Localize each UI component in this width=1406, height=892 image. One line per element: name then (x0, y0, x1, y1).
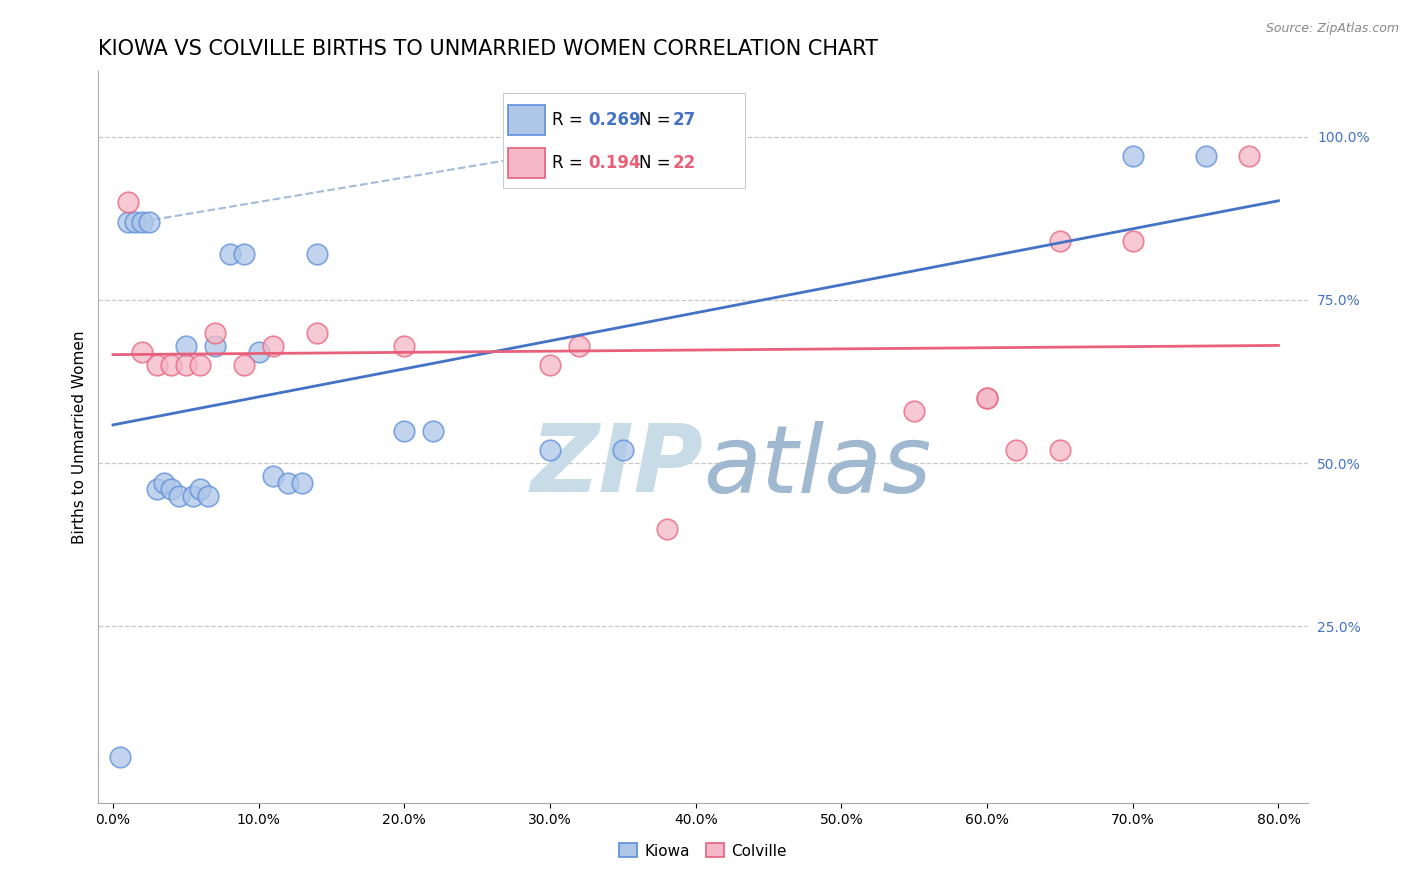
Point (538, 443, 561, 458)
Point (903, 404, 925, 418)
Point (204, 338, 226, 352)
Point (233, 247, 256, 261)
Point (394, 338, 416, 352)
Point (277, 475, 299, 490)
Point (394, 424, 416, 438)
Point (145, 358, 167, 372)
Point (138, 214, 160, 228)
Point (174, 358, 197, 372)
Point (612, 443, 634, 458)
Point (190, 483, 212, 497)
Text: atlas: atlas (703, 421, 931, 512)
Text: KIOWA VS COLVILLE BIRTHS TO UNMARRIED WOMEN CORRELATION CHART: KIOWA VS COLVILLE BIRTHS TO UNMARRIED WO… (98, 38, 879, 59)
Legend: Kiowa, Colville: Kiowa, Colville (613, 838, 793, 864)
Point (305, 247, 328, 261)
Point (976, 391, 998, 405)
Point (131, 345, 153, 359)
Point (197, 489, 219, 503)
Point (204, 326, 226, 340)
Point (976, 391, 998, 405)
Point (568, 338, 591, 352)
Point (233, 358, 256, 372)
Point (160, 358, 183, 372)
Point (174, 338, 197, 352)
Point (305, 326, 328, 340)
Point (1122, 149, 1144, 163)
Point (1049, 234, 1071, 248)
Text: ZIP: ZIP (530, 420, 703, 512)
Point (117, 214, 139, 228)
Point (153, 475, 176, 490)
Point (190, 358, 212, 372)
Point (218, 247, 240, 261)
Point (1005, 443, 1028, 458)
Point (291, 475, 314, 490)
Point (1194, 149, 1216, 163)
Point (1239, 149, 1261, 163)
Point (181, 489, 204, 503)
Point (131, 214, 153, 228)
Point (655, 521, 678, 535)
Point (262, 338, 284, 352)
Text: Source: ZipAtlas.com: Source: ZipAtlas.com (1265, 22, 1399, 36)
Y-axis label: Births to Unmarried Women: Births to Unmarried Women (72, 330, 87, 544)
Point (1049, 443, 1071, 458)
Point (145, 483, 167, 497)
Point (262, 469, 284, 483)
Point (110, 750, 132, 764)
Point (160, 483, 183, 497)
Point (538, 358, 561, 372)
Point (422, 424, 444, 438)
Point (1122, 234, 1144, 248)
Point (117, 194, 139, 209)
Point (124, 214, 146, 228)
Point (247, 345, 270, 359)
Point (167, 489, 190, 503)
